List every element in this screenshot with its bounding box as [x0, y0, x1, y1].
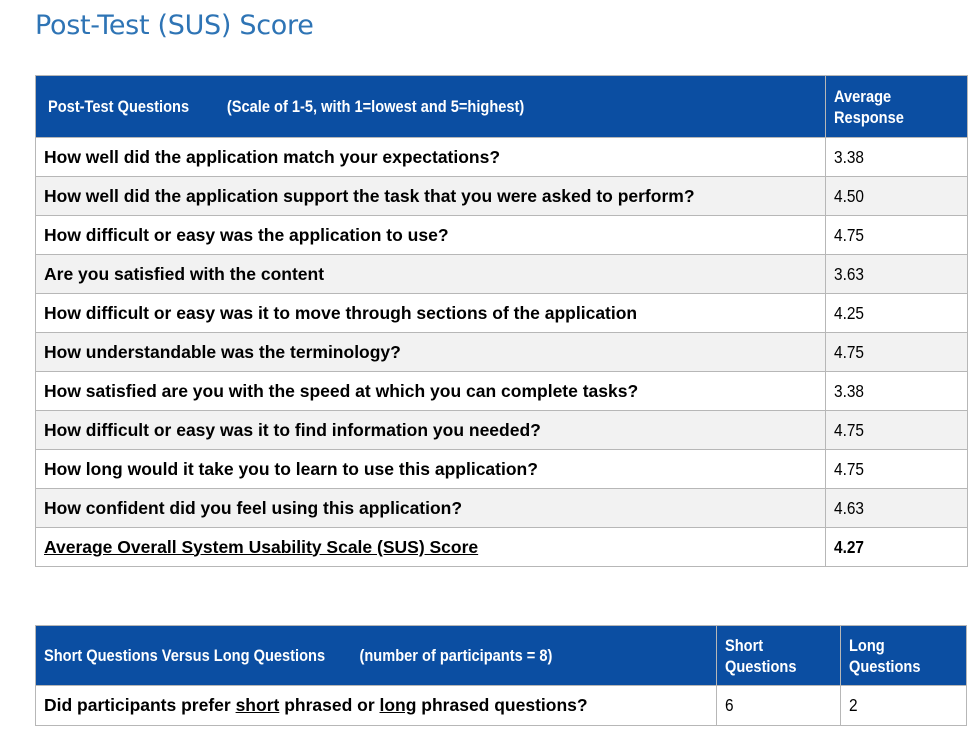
question-cell: How long would it take you to learn to u… — [35, 449, 826, 489]
header-long-cell: Long Questions — [840, 625, 967, 686]
header-participants-note: (number of participants = 8) — [359, 646, 553, 665]
value-cell: 4.50 — [825, 176, 968, 216]
table-row: How difficult or easy was it to move thr… — [35, 293, 968, 333]
question-cell: How well did the application support the… — [35, 176, 826, 216]
long-count-cell: 2 — [840, 685, 967, 726]
word-long: long — [379, 695, 417, 715]
header-short-line2: Questions — [725, 656, 797, 676]
value-cell: 3.38 — [825, 137, 968, 177]
table-row: How difficult or easy was the applicatio… — [35, 215, 968, 255]
header-long-line2: Questions — [849, 656, 921, 676]
sus-summary-value: 4.27 — [825, 527, 968, 567]
value-cell: 4.75 — [825, 332, 968, 372]
question-cell: How satisfied are you with the speed at … — [35, 371, 826, 411]
page-title: Post-Test (SUS) Score — [35, 10, 314, 41]
table-row: Did participants prefer short phrased or… — [35, 685, 967, 726]
question-cell: How difficult or easy was the applicatio… — [35, 215, 826, 255]
header-short-line1: Short — [725, 635, 764, 655]
word-short: short — [235, 695, 280, 715]
table-row: How difficult or easy was it to find inf… — [35, 410, 968, 450]
question-cell: How confident did you feel using this ap… — [35, 488, 826, 528]
table-row: How well did the application support the… — [35, 176, 968, 216]
header-questions-cell: Post-Test Questions (Scale of 1-5, with 1… — [35, 75, 826, 138]
header-average-line1: Average — [834, 86, 892, 106]
table-row: How well did the application match your … — [35, 137, 968, 177]
header-average-cell: Average Response — [825, 75, 968, 138]
header-average-line2: Response — [834, 107, 904, 127]
table-row: How understandable was the terminology? 4… — [35, 332, 968, 372]
question-cell: How understandable was the terminology? — [35, 332, 826, 372]
question-cell: How difficult or easy was it to move thr… — [35, 293, 826, 333]
sus-summary-row: Average Overall System Usability Scale (… — [35, 527, 968, 567]
value-cell: 4.63 — [825, 488, 968, 528]
table-row: How confident did you feel using this ap… — [35, 488, 968, 528]
value-cell: 4.75 — [825, 449, 968, 489]
table-row: Are you satisfied with the content 3.63 — [35, 254, 968, 294]
table-row: How satisfied are you with the speed at … — [35, 371, 968, 411]
question-cell: How well did the application match your … — [35, 137, 826, 177]
sus-score-table: Post-Test Questions (Scale of 1-5, with 1… — [35, 75, 968, 567]
value-cell: 4.75 — [825, 215, 968, 255]
preference-question-cell: Did participants prefer short phrased or… — [35, 685, 717, 726]
value-cell: 3.63 — [825, 254, 968, 294]
header-questions-label: Post-Test Questions — [48, 97, 190, 116]
sus-summary-label: Average Overall System Usability Scale (… — [35, 527, 826, 567]
table-row: How long would it take you to learn to u… — [35, 449, 968, 489]
question-length-table: Short Questions Versus Long Questions (nu… — [35, 625, 967, 726]
length-table-header-row: Short Questions Versus Long Questions (nu… — [35, 625, 967, 686]
header-long-line1: Long — [849, 635, 885, 655]
header-length-title-cell: Short Questions Versus Long Questions (nu… — [35, 625, 717, 686]
header-length-title: Short Questions Versus Long Questions — [44, 646, 326, 665]
value-cell: 4.75 — [825, 410, 968, 450]
short-count-cell: 6 — [716, 685, 841, 726]
sus-table-header-row: Post-Test Questions (Scale of 1-5, with 1… — [35, 75, 968, 138]
value-cell: 4.25 — [825, 293, 968, 333]
value-cell: 3.38 — [825, 371, 968, 411]
header-short-cell: Short Questions — [716, 625, 841, 686]
question-cell: Are you satisfied with the content — [35, 254, 826, 294]
question-cell: How difficult or easy was it to find inf… — [35, 410, 826, 450]
header-scale-label: (Scale of 1-5, with 1=lowest and 5=highe… — [226, 97, 525, 116]
